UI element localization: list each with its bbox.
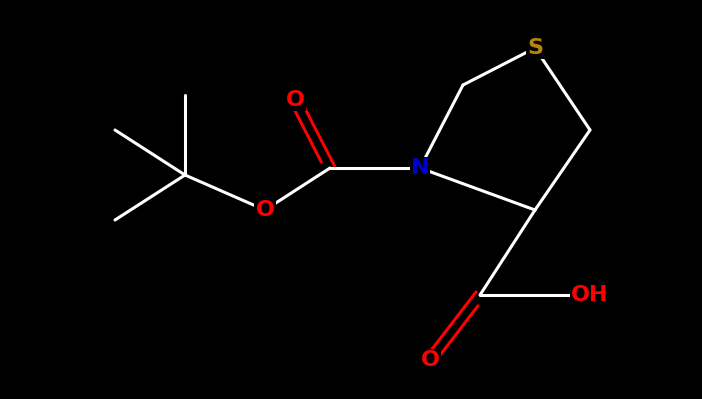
Text: N: N — [411, 158, 429, 178]
Text: O: O — [256, 200, 274, 220]
Text: O: O — [420, 350, 439, 370]
Text: S: S — [527, 38, 543, 58]
Text: O: O — [286, 90, 305, 110]
Text: OH: OH — [571, 285, 609, 305]
